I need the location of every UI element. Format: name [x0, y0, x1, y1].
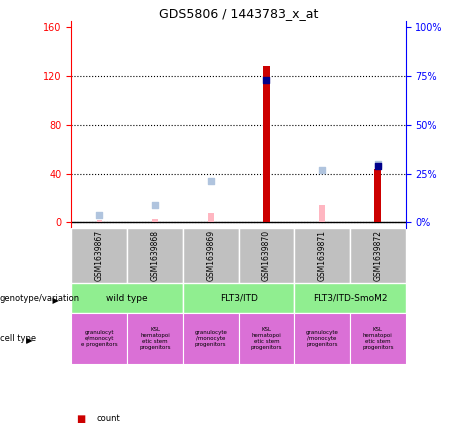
- Text: GSM1639869: GSM1639869: [206, 231, 215, 281]
- Bar: [208, 213, 213, 222]
- Bar: [294, 228, 350, 283]
- Text: FLT3/ITD: FLT3/ITD: [219, 294, 258, 303]
- Text: wild type: wild type: [106, 294, 148, 303]
- Text: KSL
hematopoi
etic stem
progenitors: KSL hematopoi etic stem progenitors: [362, 327, 394, 349]
- Text: GSM1639868: GSM1639868: [150, 231, 160, 281]
- Bar: [350, 313, 406, 364]
- Point: [374, 160, 382, 167]
- Point: [263, 77, 270, 83]
- Bar: [319, 205, 325, 222]
- Bar: [152, 219, 158, 222]
- Text: cell type: cell type: [0, 334, 36, 343]
- Title: GDS5806 / 1443783_x_at: GDS5806 / 1443783_x_at: [159, 7, 318, 20]
- Point: [151, 201, 159, 208]
- Bar: [71, 313, 127, 364]
- Point: [374, 162, 382, 169]
- Text: genotype/variation: genotype/variation: [0, 294, 80, 303]
- Bar: [71, 228, 127, 283]
- Text: ▶: ▶: [0, 336, 33, 345]
- Bar: [127, 313, 183, 364]
- Text: GSM1639867: GSM1639867: [95, 231, 104, 281]
- Text: ▶: ▶: [0, 296, 59, 305]
- Text: KSL
hematopoi
etic stem
progenitors: KSL hematopoi etic stem progenitors: [251, 327, 282, 349]
- Bar: [238, 228, 294, 283]
- Text: granulocyte
/monocyte
progenitors: granulocyte /monocyte progenitors: [306, 330, 338, 347]
- Bar: [183, 313, 238, 364]
- Bar: [238, 313, 294, 364]
- Text: granulocyte
/monocyte
progenitors: granulocyte /monocyte progenitors: [194, 330, 227, 347]
- Text: FLT3/ITD-SmoM2: FLT3/ITD-SmoM2: [313, 294, 387, 303]
- Bar: [96, 220, 102, 222]
- Bar: [294, 313, 350, 364]
- Bar: [350, 228, 406, 283]
- Point: [319, 166, 326, 173]
- Bar: [183, 283, 294, 313]
- Bar: [183, 228, 238, 283]
- Text: GSM1639872: GSM1639872: [373, 231, 382, 281]
- Bar: [71, 283, 183, 313]
- Point: [207, 178, 214, 185]
- Bar: [294, 283, 406, 313]
- Bar: [127, 228, 183, 283]
- Text: granulocyt
e/monocyt
e progenitors: granulocyt e/monocyt e progenitors: [81, 330, 118, 347]
- Text: count: count: [97, 414, 121, 423]
- Bar: [263, 66, 270, 222]
- Text: GSM1639871: GSM1639871: [318, 231, 327, 281]
- Text: ■: ■: [76, 414, 85, 423]
- Bar: [374, 169, 381, 222]
- Text: GSM1639870: GSM1639870: [262, 231, 271, 281]
- Point: [95, 211, 103, 218]
- Text: KSL
hematopoi
etic stem
progenitors: KSL hematopoi etic stem progenitors: [139, 327, 171, 349]
